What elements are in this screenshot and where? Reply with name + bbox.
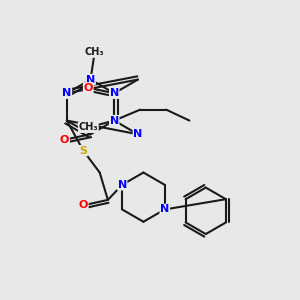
Text: N: N	[62, 88, 71, 98]
Text: CH₃: CH₃	[78, 122, 98, 132]
Text: N: N	[160, 204, 170, 214]
Text: N: N	[133, 129, 142, 139]
Text: N: N	[86, 75, 95, 85]
Text: O: O	[79, 200, 88, 210]
Text: O: O	[84, 83, 93, 93]
Text: N: N	[110, 116, 119, 126]
Text: S: S	[79, 146, 87, 156]
Text: O: O	[60, 135, 69, 145]
Text: CH₃: CH₃	[85, 47, 104, 57]
Text: N: N	[118, 180, 127, 190]
Text: N: N	[110, 88, 119, 98]
